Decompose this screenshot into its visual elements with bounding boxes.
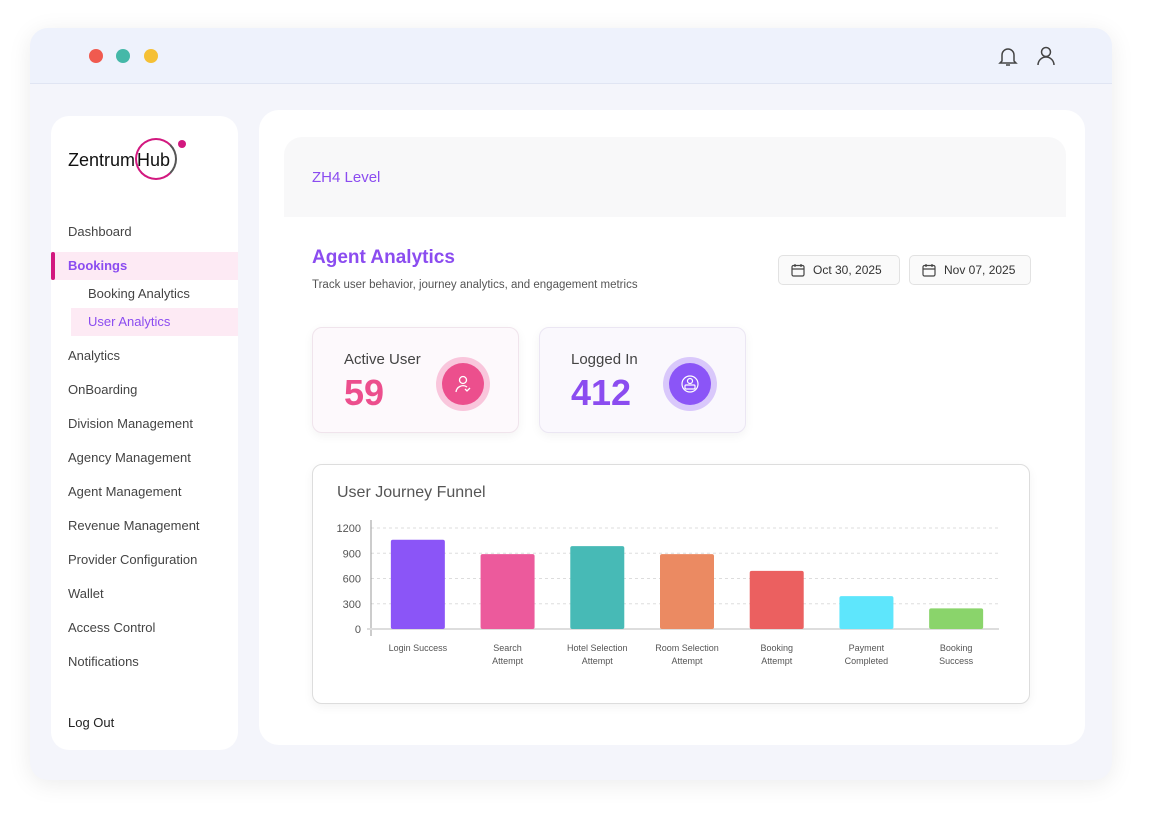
- date-from-picker[interactable]: Oct 30, 2025: [778, 255, 900, 285]
- stat-label: Active User: [344, 351, 421, 368]
- logo: Zentrum Hub: [68, 138, 198, 182]
- sidebar-item-revenue-management[interactable]: Revenue Management: [68, 518, 200, 533]
- bar-2: [570, 546, 625, 629]
- date-to-picker[interactable]: Nov 07, 2025: [909, 255, 1031, 285]
- stat-card-active-user: Active User 59: [312, 327, 519, 433]
- calendar-icon: [791, 264, 805, 277]
- calendar-icon: [922, 264, 936, 277]
- sidebar-item-division-management[interactable]: Division Management: [68, 416, 194, 431]
- sidebar-item-provider-configuration[interactable]: Provider Configuration: [68, 552, 198, 567]
- stat-value: 412: [571, 372, 632, 413]
- level-header: ZH4 Level: [284, 137, 1066, 217]
- funnel-chart-card: User Journey Funnel 0 300 600 900 1200 Login …: [312, 464, 1030, 704]
- x-tick-label: Attempt: [671, 656, 703, 666]
- bar-4: [749, 570, 804, 629]
- bar-3: [660, 554, 714, 629]
- sidebar-item-agent-management[interactable]: Agent Management: [68, 484, 182, 499]
- x-tick-label: Search: [493, 643, 522, 653]
- sidebar-item-agency-management[interactable]: Agency Management: [68, 450, 191, 465]
- x-tick-label: Hotel Selection: [567, 643, 628, 653]
- x-tick-label: Completed: [845, 656, 889, 666]
- x-tick-label: Login Success: [389, 643, 448, 653]
- sidebar-item-booking-analytics[interactable]: Booking Analytics: [88, 286, 190, 301]
- bell-icon[interactable]: [996, 44, 1020, 68]
- x-tick-label: Room Selection: [655, 643, 719, 653]
- sidebar-item-onboarding[interactable]: OnBoarding: [68, 382, 138, 397]
- x-tick-label: Booking: [940, 643, 973, 653]
- app-window: Zentrum Hub Dashboard Bookings Booking Anal…: [30, 28, 1112, 780]
- y-tick-label: 300: [343, 599, 361, 611]
- main-panel: ZH4 Level Agent Analytics Track user beh…: [259, 110, 1085, 745]
- level-label: ZH4 Level: [312, 169, 381, 186]
- title-bar: [30, 28, 1112, 84]
- y-tick-label: 1200: [337, 523, 361, 535]
- y-tick-label: 900: [343, 548, 361, 560]
- x-tick-label: Booking: [760, 643, 793, 653]
- sidebar: Zentrum Hub Dashboard Bookings Booking Anal…: [51, 116, 238, 750]
- minimize-dot[interactable]: [116, 49, 130, 63]
- page-subtitle: Track user behavior, journey analytics, …: [312, 279, 638, 291]
- bar-0: [390, 539, 445, 629]
- x-tick-label: Payment: [849, 643, 885, 653]
- y-tick-label: 0: [355, 624, 361, 636]
- page-title: Agent Analytics: [312, 247, 455, 268]
- stat-label: Logged In: [571, 351, 638, 368]
- x-tick-label: Attempt: [761, 656, 793, 666]
- chart-title: User Journey Funnel: [337, 484, 486, 501]
- funnel-chart: 0 300 600 900 1200 Login Success Search Attempt…: [337, 520, 999, 666]
- x-tick-label: Attempt: [492, 656, 524, 666]
- sidebar-item-dashboard[interactable]: Dashboard: [68, 224, 132, 239]
- bar-5: [839, 596, 894, 629]
- y-tick-label: 600: [343, 574, 361, 586]
- stat-value: 59: [344, 372, 385, 413]
- sidebar-item-access-control[interactable]: Access Control: [68, 620, 156, 635]
- user-check-icon: [442, 363, 484, 405]
- user-password-icon: [669, 363, 711, 405]
- x-tick-label: Attempt: [582, 656, 614, 666]
- sidebar-item-analytics[interactable]: Analytics: [68, 348, 121, 363]
- stat-card-logged-in: Logged In 412: [539, 327, 746, 433]
- sidebar-item-bookings[interactable]: Bookings: [51, 252, 238, 280]
- sidebar-item-user-analytics[interactable]: User Analytics: [71, 308, 238, 336]
- logo-text: Zentrum: [68, 150, 136, 170]
- logout-button[interactable]: Log Out: [68, 715, 115, 730]
- bar-6: [929, 608, 984, 629]
- close-dot[interactable]: [89, 49, 103, 63]
- date-from: Oct 30, 2025: [813, 263, 882, 277]
- bar-1: [480, 554, 535, 629]
- user-icon[interactable]: [1034, 44, 1058, 68]
- x-tick-label: Success: [939, 656, 974, 666]
- sidebar-item-wallet[interactable]: Wallet: [68, 586, 104, 601]
- sidebar-item-notifications[interactable]: Notifications: [68, 654, 139, 669]
- maximize-dot[interactable]: [144, 49, 158, 63]
- date-to: Nov 07, 2025: [944, 263, 1016, 277]
